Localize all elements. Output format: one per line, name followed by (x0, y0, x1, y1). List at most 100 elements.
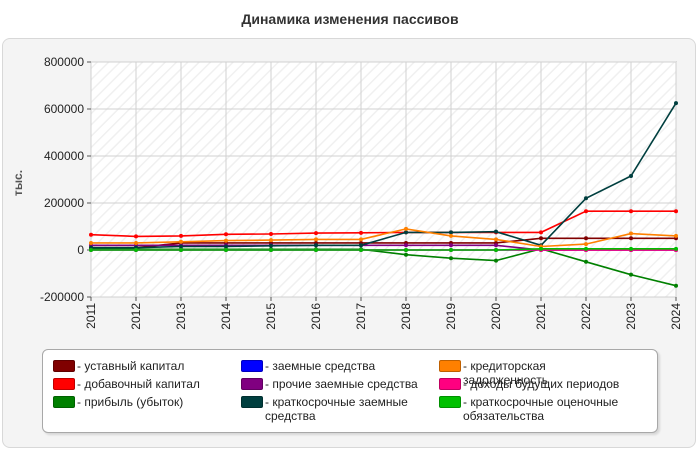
data-point (359, 237, 363, 242)
data-point (179, 244, 183, 249)
data-point (404, 230, 408, 235)
data-point (674, 209, 678, 214)
series-group (89, 101, 678, 250)
data-point (584, 259, 588, 264)
legend-label: - краткосрочные оценочные обязательства (463, 395, 619, 423)
data-point (269, 238, 273, 243)
data-point (674, 283, 678, 288)
legend-swatch (439, 360, 461, 372)
legend-swatch (53, 360, 75, 372)
data-point (269, 232, 273, 237)
data-point (314, 243, 318, 248)
x-tick-label: 2024 (669, 303, 683, 330)
legend-swatch (439, 378, 461, 390)
series-layer (89, 101, 678, 288)
data-point (179, 233, 183, 238)
data-point (539, 230, 543, 235)
x-tick-label: 2013 (174, 303, 188, 330)
data-point (224, 244, 228, 249)
grid-lines (90, 61, 677, 298)
x-tick-label: 2018 (399, 303, 413, 330)
legend-label: - добавочный капитал (77, 377, 200, 391)
x-axis-ticks: 2011 2012 2013 2014 2015 2016 2017 2018 2019 2020… (84, 297, 683, 330)
x-tick-label: 2014 (219, 303, 233, 330)
legend-swatch (241, 396, 263, 408)
data-point (224, 238, 228, 243)
data-point (449, 248, 453, 252)
series-line (91, 228, 677, 248)
data-point (449, 233, 453, 238)
data-point (404, 252, 408, 257)
y-tick-label: 200000 (44, 196, 84, 210)
series-line (91, 248, 676, 251)
data-point (629, 173, 633, 178)
x-tick-label: 2023 (624, 303, 638, 330)
data-point (134, 234, 138, 239)
data-point (449, 230, 453, 235)
data-point (449, 256, 453, 261)
y-tick-label: 400000 (44, 149, 84, 163)
data-point (629, 209, 633, 214)
data-point (674, 233, 678, 238)
x-tick-label: 2012 (129, 303, 143, 330)
y-tick-label: 800000 (44, 55, 84, 69)
chart-title: Динамика изменения пассивов (241, 11, 459, 27)
x-tick-label: 2017 (354, 303, 368, 330)
data-point (359, 248, 363, 252)
data-point (89, 232, 93, 237)
legend-swatch (53, 378, 75, 390)
legend-label: - доходы будущих периодов (463, 377, 620, 391)
legend-label: - заемные средства (265, 359, 376, 373)
data-point (404, 243, 408, 248)
data-point (539, 246, 543, 251)
data-point (629, 231, 633, 236)
data-point (494, 229, 498, 234)
data-point (584, 196, 588, 201)
data-point (179, 239, 183, 244)
legend-label: - прочие заемные средства (265, 377, 418, 391)
data-point (134, 248, 138, 252)
data-point (404, 248, 408, 252)
legend-swatch (439, 396, 461, 408)
legend-label: - прибыль (убыток) (77, 395, 184, 409)
data-point (89, 240, 93, 245)
x-tick-label: 2019 (444, 303, 458, 330)
data-point (674, 101, 678, 106)
data-point (404, 226, 408, 231)
data-point (584, 236, 588, 241)
legend-swatch (241, 360, 263, 372)
data-point (359, 243, 363, 248)
data-point (269, 243, 273, 248)
y-tick-label: -200000 (40, 290, 84, 304)
data-point (629, 236, 633, 241)
data-point (539, 236, 543, 241)
data-point (584, 242, 588, 247)
legend-swatch (241, 378, 263, 390)
x-tick-label: 2016 (309, 303, 323, 330)
plot-area (90, 61, 677, 298)
data-point (494, 258, 498, 263)
data-point (224, 248, 228, 252)
chart-legend: - уставный капитал - добавочный капитал - … (42, 349, 658, 433)
series-line (91, 237, 676, 249)
y-tick-label: 0 (77, 243, 84, 257)
x-tick-label: 2015 (264, 303, 278, 330)
y-axis-label: тыс. (11, 170, 25, 196)
y-tick-label: 600000 (44, 102, 84, 116)
data-point (179, 248, 183, 252)
data-point (314, 237, 318, 242)
x-tick-label: 2021 (534, 303, 548, 330)
data-point (629, 246, 633, 251)
x-tick-label: 2011 (84, 303, 98, 329)
data-point (494, 248, 498, 252)
series-group (89, 226, 678, 249)
series-line (90, 210, 676, 238)
data-point (449, 243, 453, 248)
data-point (314, 248, 318, 252)
data-point (629, 272, 633, 277)
data-point (494, 237, 498, 242)
data-point (584, 246, 588, 251)
legend-label: - кредиторская задолженность (463, 359, 548, 387)
data-point (494, 243, 498, 248)
